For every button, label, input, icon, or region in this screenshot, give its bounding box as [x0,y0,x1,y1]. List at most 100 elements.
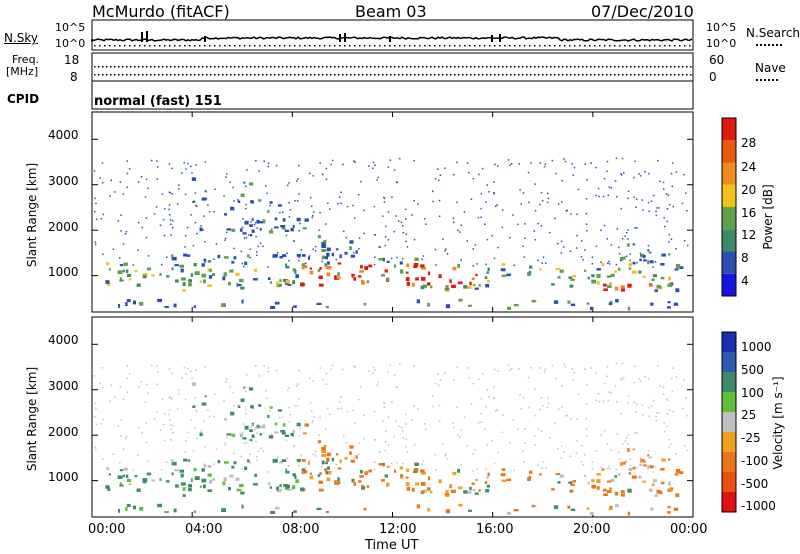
power-cell [413,200,415,202]
nave-dot [370,74,372,76]
nave-dot [278,74,280,76]
velocity-cell [145,383,148,386]
power-cell [528,201,530,204]
power-cbar-swatch [722,140,736,163]
velocity-cell [561,406,563,408]
freq-dot [566,66,568,68]
velocity-cell [102,418,104,421]
xtick-2400: 00:00 [670,522,708,537]
nsearch-dot [469,45,471,47]
nsearch-dot [309,45,311,47]
nave-dot [646,74,648,76]
power-cell [460,259,462,261]
nave-dot [474,74,476,76]
velocity-cell [298,434,300,437]
power-cell [357,275,362,278]
power-cell [233,256,237,260]
velocity-cell [285,484,290,489]
power-cell [610,187,612,189]
velocity-cell [213,416,215,418]
power-cell [632,261,636,265]
power-cell [415,277,419,281]
power-cell [427,302,430,307]
power-cell [201,263,205,267]
power-cell [425,223,427,225]
velocity-cell [191,377,193,379]
power-cell [274,301,280,305]
velocity-cell [572,480,577,483]
power-cell [335,258,337,261]
velocity-cell [668,438,670,441]
velocity-cell [164,511,169,514]
velocity-cell [565,415,568,417]
velocity-cell [417,408,419,410]
velocity-cell [632,448,636,451]
power-cell [126,172,129,175]
velocity-cell [338,401,341,403]
velocity-cell [614,475,618,478]
power-cell [267,266,269,268]
power-cell [269,281,273,284]
velocity-cell [120,419,122,421]
power-cell [640,253,645,258]
power-cell [468,304,472,307]
velocity-cell [242,423,244,425]
nave-dot [214,74,216,76]
power-cell [584,163,586,165]
velocity-cell [201,478,207,483]
velocity-cell [251,434,255,438]
velocity-cell [647,465,650,470]
velocity-cell [650,507,654,511]
power-cell [643,255,646,259]
velocity-cell [204,395,207,398]
velocity-cell [157,503,163,508]
velocity-cell [226,433,232,436]
velocity-cell [671,367,674,369]
nave-dot [110,74,112,76]
velocity-cell [634,432,636,434]
velocity-cell [275,369,278,372]
velocity-cell [523,461,526,463]
velocity-cell [667,511,671,514]
power-cell [353,160,355,162]
nave-dot [362,74,364,76]
velocity-cell [656,412,658,414]
velocity-cell [184,398,187,401]
velocity-cell [274,506,280,510]
power-cell [542,199,544,202]
velocity-cell [171,398,173,400]
power-cell [157,298,163,303]
power-cell [317,235,322,239]
power-cell [382,257,385,262]
velocity-cell [480,397,483,400]
freq-dot [614,66,616,68]
nave-dot [338,74,340,76]
power-cell [248,182,254,186]
power-cell [620,174,623,176]
power-cell [376,179,378,181]
freq-dot [678,66,680,68]
xtick-0400: 04:00 [185,522,223,537]
power-cell [302,227,307,230]
velocity-cell [456,366,458,369]
velocity-cell [373,468,376,471]
power-cell [204,190,207,193]
power-cell [651,278,655,281]
velocity-cell [296,459,302,462]
velocity-cell [318,434,320,436]
velocity-cell [452,471,457,476]
velocity-cell [182,487,186,491]
velocity-cell [444,372,446,374]
power-cell [491,235,493,237]
velocity-cell [354,422,356,424]
velocity-cell [311,410,313,413]
velocity-cell [402,437,405,439]
freq-dot [162,66,164,68]
velocity-cell [667,506,671,509]
freq-dot [574,66,576,68]
velocity-cell [196,437,198,440]
velocity-cell [299,427,301,430]
freq-dot [458,66,460,68]
velocity-cell [572,379,574,381]
velocity-cell [316,507,322,510]
